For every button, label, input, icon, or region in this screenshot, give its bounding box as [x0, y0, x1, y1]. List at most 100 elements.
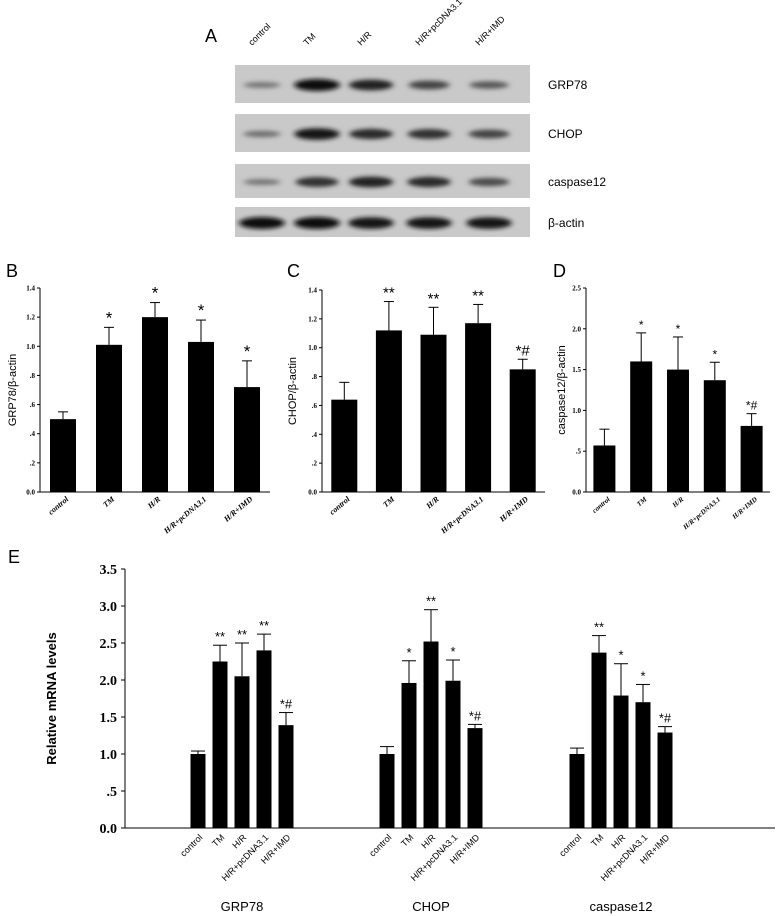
x-tick-label: H/R+pcDNA3.1 — [438, 495, 485, 536]
x-tick-label: TM — [101, 494, 117, 509]
blot-row-label: β-actin — [548, 216, 584, 230]
y-tick-label: 2.5 — [100, 637, 118, 652]
blot-band — [348, 79, 394, 91]
significance-mark: * — [712, 347, 717, 361]
bar — [234, 676, 250, 828]
blot-band — [294, 128, 340, 140]
blot-row-label: caspase12 — [548, 175, 606, 189]
significance-mark: ** — [472, 287, 484, 304]
y-tick-label: 3.5 — [100, 563, 118, 578]
blot-band — [243, 130, 281, 138]
significance-mark: ** — [237, 627, 247, 642]
x-tick-label: TM — [399, 832, 415, 848]
blot-lane-label: H/R+pcDNA3.1 — [413, 0, 464, 47]
bar — [593, 445, 616, 492]
bar — [379, 754, 395, 828]
y-tick-label: .2 — [30, 459, 36, 467]
bar — [375, 330, 402, 492]
y-tick-label: .4 — [30, 430, 36, 438]
significance-mark: ** — [428, 290, 440, 307]
significance-mark: * — [618, 648, 623, 663]
blot-band — [468, 129, 510, 139]
x-tick-label: H/R+IMD — [497, 494, 530, 524]
blot-lane-label: H/R — [355, 29, 373, 47]
group-label: CHOP — [412, 899, 450, 914]
bar — [423, 641, 439, 828]
bar — [401, 682, 417, 828]
significance-mark: ** — [259, 618, 269, 633]
significance-mark: * — [640, 668, 645, 683]
x-tick-label: H/R+IMD — [221, 494, 254, 524]
x-tick-label: H/R+IMD — [730, 495, 759, 521]
significance-mark: * — [450, 644, 455, 659]
blot-band — [468, 177, 510, 187]
x-tick-label: control — [367, 832, 393, 858]
bar — [212, 661, 228, 828]
y-tick-label: .2 — [312, 460, 318, 468]
bar — [445, 680, 461, 828]
bar — [190, 754, 206, 828]
significance-mark: *# — [516, 342, 531, 359]
bar — [467, 728, 483, 828]
x-tick-label: control — [178, 832, 204, 858]
blot-band — [243, 82, 281, 88]
y-tick-label: 0.0 — [26, 489, 35, 497]
blot-band — [295, 177, 339, 187]
bar — [667, 369, 689, 492]
blot-band — [349, 128, 393, 140]
x-tick-label: H/R — [424, 494, 442, 511]
x-tick-label: control — [46, 494, 70, 517]
blot-row-label: GRP78 — [548, 78, 588, 92]
x-tick-label: control — [591, 495, 612, 514]
chart-relative-mrna: 0.0 .5 1.0 1.5 2.0 2.5 3.0 3.5 Relative mRNA lev… — [44, 563, 775, 914]
panel-letter-b: B — [6, 261, 18, 281]
blot-band — [406, 217, 452, 229]
significance-mark: ** — [594, 620, 604, 635]
y-tick-label: 1.0 — [26, 343, 35, 351]
bar — [509, 369, 536, 492]
bar — [142, 317, 168, 492]
y-tick-label: .6 — [312, 402, 318, 410]
x-tick-label: H/R — [230, 832, 248, 850]
blot-band — [407, 176, 451, 188]
bar — [420, 334, 447, 492]
significance-mark: * — [406, 645, 411, 660]
bar — [331, 399, 358, 492]
significance-mark: *# — [280, 697, 293, 712]
bar — [591, 652, 607, 828]
bar — [234, 387, 260, 492]
chart-caspase12-protein: 0.0 .5 1.0 1.5 2.0 2.5 caspase12/β-actin contro… — [556, 285, 770, 532]
bar — [703, 380, 726, 492]
blot-band — [348, 217, 394, 229]
panel-letter-a: A — [205, 26, 217, 46]
significance-mark: * — [152, 284, 159, 303]
group-label: caspase12 — [590, 899, 653, 914]
bar — [630, 361, 653, 492]
significance-mark: ** — [215, 629, 225, 644]
blot-band — [348, 176, 394, 188]
y-tick-label: 1.4 — [26, 285, 35, 293]
y-tick-label: 1.5 — [100, 711, 118, 726]
blot-band — [243, 179, 281, 185]
x-tick-label: H/R — [145, 494, 163, 511]
y-tick-label: 1.4 — [308, 287, 317, 295]
bar — [740, 425, 763, 492]
panel-letter-c: C — [287, 261, 300, 281]
y-axis-label: GRP78/β-actin — [7, 354, 19, 426]
x-tick-label: TM — [635, 495, 649, 508]
bar — [96, 344, 122, 492]
y-tick-label: 0.0 — [308, 489, 317, 497]
blot-lane-label: control — [246, 21, 272, 47]
chart-grp78-protein: 0.0 .2 .4 .6 .8 1.0 1.2 1.4 GRP78/β-actin control… — [7, 284, 270, 536]
blot-band — [239, 217, 285, 229]
y-tick-label: 1.0 — [100, 748, 118, 763]
x-tick-label: control — [557, 832, 583, 858]
chart-chop-protein: 0.0 .2 .4 .6 .8 1.0 1.2 1.4 CHOP/β-actin control *… — [287, 285, 545, 536]
bar — [635, 702, 651, 828]
blot-lane-label: H/R+IMD — [473, 14, 507, 48]
y-tick-label: 2.0 — [572, 325, 581, 333]
y-tick-label: .8 — [312, 373, 318, 381]
y-tick-label: 3.0 — [100, 600, 118, 615]
significance-mark: * — [676, 322, 681, 336]
